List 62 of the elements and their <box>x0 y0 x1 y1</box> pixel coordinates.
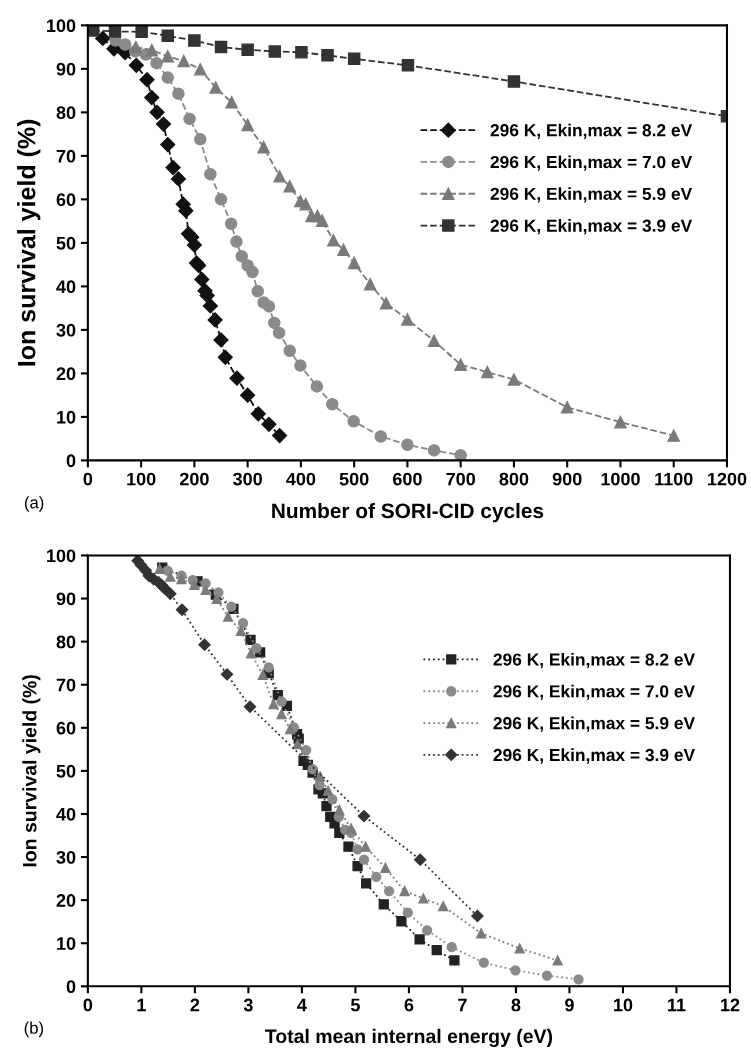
x-tick-label: 0 <box>83 998 93 1012</box>
y-tick-label: 90 <box>56 62 76 76</box>
x-tick-label: 8 <box>511 998 521 1012</box>
x-axis-title: Total mean internal energy (eV) <box>265 1028 553 1048</box>
y-tick-label: 0 <box>66 980 76 994</box>
x-tick-label: 300 <box>233 472 262 486</box>
y-tick-label: 50 <box>56 236 76 250</box>
x-tick-label: 3 <box>243 998 253 1012</box>
x-tick-label: 100 <box>127 472 156 486</box>
y-axis-title: Ion survival yield (%) <box>17 119 41 366</box>
x-tick-label: 1200 <box>708 472 747 486</box>
y-tick-label: 80 <box>56 635 76 649</box>
y-tick-label: 40 <box>56 807 76 821</box>
y-tick-label: 70 <box>56 678 76 692</box>
y-tick-label: 10 <box>57 410 76 424</box>
y-tick-label: 100 <box>47 19 76 33</box>
x-tick-label: 1 <box>137 998 146 1012</box>
x-tick-label: 10 <box>614 998 633 1012</box>
y-tick-label: 20 <box>56 894 76 907</box>
y-axis-title: Ion survival yield (%) <box>22 675 41 867</box>
y-tick-label: 0 <box>66 454 76 468</box>
x-tick-label: 11 <box>668 998 686 1012</box>
legend-label: 296 K, Ekin,max = 7.0 eV <box>493 684 695 701</box>
legend-label: 296 K, Ekin,max = 3.9 eV <box>490 219 693 235</box>
x-tick-label: 4 <box>297 998 307 1012</box>
y-tick-label: 60 <box>56 721 76 735</box>
x-axis-title: Number of SORI-CID cycles <box>272 502 544 523</box>
text: (b) <box>24 1021 43 1038</box>
y-tick-label: 90 <box>56 592 76 606</box>
legend-label: 296 K, Ekin,max = 5.9 eV <box>493 716 695 732</box>
y-tick-label: 30 <box>56 850 76 864</box>
y-tick-label: 70 <box>56 149 76 163</box>
y-tick-label: 80 <box>56 106 76 120</box>
legend-label: 296 K, Ekin,max = 8.2 eV <box>493 652 695 669</box>
x-tick-label: 800 <box>499 472 529 486</box>
x-tick-label: 900 <box>552 472 582 486</box>
x-tick-label: 1100 <box>655 472 693 486</box>
x-tick-label: 400 <box>286 472 316 486</box>
text: (a) <box>24 496 44 512</box>
x-tick-label: 1000 <box>601 472 640 486</box>
y-tick-label: 50 <box>56 764 76 778</box>
x-tick-label: 700 <box>446 472 475 486</box>
legend-label: 296 K, Ekin,max = 3.9 eV <box>493 748 695 764</box>
y-tick-label: 60 <box>56 193 76 207</box>
x-tick-label: 0 <box>83 472 93 486</box>
legend-label: 296 K, Ekin,max = 8.2 eV <box>490 123 693 139</box>
x-tick-label: 2 <box>190 998 200 1012</box>
x-tick-label: 600 <box>393 472 422 486</box>
x-tick-label: 5 <box>350 998 360 1012</box>
y-tick-label: 30 <box>56 323 76 337</box>
legend-label: 296 K, Ekin,max = 7.0 eV <box>490 155 693 171</box>
x-tick-label: 500 <box>339 472 369 486</box>
x-tick-label: 7 <box>458 998 467 1012</box>
y-tick-label: 40 <box>56 280 76 294</box>
y-tick-label: 10 <box>57 937 76 950</box>
y-tick-label: 100 <box>47 549 76 563</box>
x-tick-label: 9 <box>565 998 574 1012</box>
x-tick-label: 200 <box>179 472 209 486</box>
y-tick-label: 20 <box>56 367 76 381</box>
legend-label: 296 K, Ekin,max = 5.9 eV <box>490 187 693 203</box>
x-tick-label: 6 <box>404 998 414 1012</box>
x-tick-label: 12 <box>721 998 740 1012</box>
